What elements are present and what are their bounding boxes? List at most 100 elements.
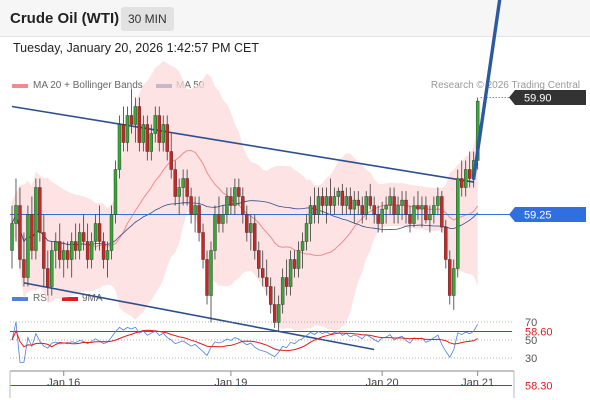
candle-body: [408, 214, 412, 224]
candle-body: [428, 214, 432, 221]
candle: [137, 97, 142, 152]
candle: [249, 214, 253, 251]
candle-body: [50, 250, 54, 287]
candle-body: [113, 169, 118, 215]
candle-body: [312, 205, 317, 215]
candle: [109, 205, 114, 260]
candle: [336, 187, 341, 206]
bollinger-band: [12, 61, 478, 331]
ma20-legend-swatch: [12, 84, 28, 88]
candle-body: [448, 259, 452, 296]
candle: [213, 205, 217, 260]
candle-body: [452, 268, 456, 296]
candle: [436, 187, 440, 215]
candle-body: [288, 259, 293, 287]
candle: [320, 187, 325, 215]
channel-lower-line: [23, 282, 375, 351]
candle-body: [304, 223, 309, 242]
rsi-tick-30: 30: [525, 353, 537, 365]
ma50-line: [11, 200, 478, 246]
candle-body: [276, 304, 281, 323]
candle: [352, 191, 356, 224]
candle: [30, 196, 34, 260]
candle-body: [241, 196, 245, 215]
candle: [46, 250, 50, 296]
candle-body: [93, 223, 98, 242]
candle-body: [284, 277, 289, 287]
candle: [400, 191, 404, 220]
candle: [221, 205, 225, 233]
candle: [237, 178, 241, 206]
candle: [54, 232, 58, 269]
level-label-59.25: 59.25: [524, 210, 552, 222]
candle: [428, 205, 432, 233]
candle-body: [201, 232, 205, 260]
candle-body: [217, 214, 221, 224]
candle: [420, 196, 424, 228]
x-tick-label: Jan 21: [461, 377, 494, 389]
candle: [276, 295, 281, 332]
candle: [117, 115, 122, 179]
candle: [177, 178, 181, 215]
candle-body: [336, 190, 341, 197]
candle: [77, 223, 82, 260]
instrument-title: Crude Oil (WTI): [10, 10, 120, 27]
candle: [404, 191, 408, 224]
candle-body: [161, 124, 165, 143]
candle-body: [165, 124, 169, 152]
timeframe-button[interactable]: 30 MIN: [121, 7, 174, 31]
candle-body: [360, 205, 364, 215]
candle: [424, 196, 428, 224]
rsi-tick-50: 50: [525, 335, 537, 347]
candle: [141, 115, 146, 152]
candle: [165, 115, 169, 161]
candle: [10, 205, 14, 269]
candle: [113, 160, 118, 224]
candle: [69, 232, 74, 278]
candle-body: [444, 226, 448, 260]
candle-body: [237, 187, 241, 197]
candle-body: [213, 214, 217, 251]
rsi-tick-70: 70: [525, 317, 537, 329]
candle-body: [296, 250, 301, 269]
candle: [133, 97, 138, 143]
candle-body: [272, 304, 277, 323]
candle: [253, 214, 257, 260]
rsi-legend-label: RSI: [33, 293, 50, 304]
candle-body: [456, 178, 460, 269]
candle: [85, 223, 90, 269]
candle: [257, 241, 261, 278]
candle: [18, 187, 22, 269]
candle: [125, 106, 130, 152]
candle: [62, 241, 66, 278]
candle-body: [101, 241, 106, 260]
chart-header: Crude Oil (WTI) 30 MIN: [0, 0, 590, 37]
candle-body: [205, 259, 209, 296]
candle-body: [221, 214, 225, 224]
candle: [265, 259, 269, 296]
candle: [364, 191, 368, 220]
candle-body: [253, 223, 257, 251]
candle: [73, 223, 78, 260]
candle-body: [412, 205, 416, 224]
candle-body: [18, 205, 22, 260]
candle-body: [376, 214, 380, 224]
candle: [173, 160, 177, 206]
candle: [448, 250, 452, 305]
candle-body: [233, 187, 237, 206]
candle: [288, 250, 293, 296]
candle-body: [261, 268, 265, 278]
candle-body: [265, 277, 269, 287]
candle-body: [10, 223, 14, 251]
candle-body: [109, 214, 114, 251]
research-credit: Research © 2026 Trading Central: [430, 80, 580, 91]
candle: [348, 187, 352, 215]
candle-body: [177, 187, 181, 197]
candle-body: [105, 250, 110, 260]
candle: [384, 196, 388, 224]
candle-body: [125, 115, 130, 143]
candle-body: [58, 241, 62, 260]
candle-body: [464, 169, 468, 188]
candle-body: [229, 196, 233, 206]
